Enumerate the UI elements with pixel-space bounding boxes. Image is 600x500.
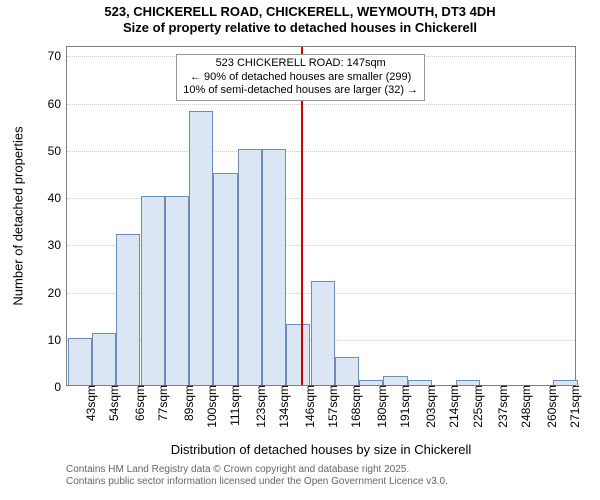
histogram-bar	[262, 149, 286, 385]
x-tick-label: 191sqm	[394, 385, 412, 428]
y-tick-label: 0	[54, 380, 67, 394]
histogram-bar	[189, 111, 213, 385]
histogram-bar	[141, 196, 165, 385]
x-tick-label: 89sqm	[178, 385, 196, 421]
histogram-bar	[213, 173, 237, 386]
gridline	[67, 104, 575, 105]
x-tick-label: 43sqm	[80, 385, 98, 421]
histogram-bar	[116, 234, 140, 385]
x-tick-label: 54sqm	[103, 385, 121, 421]
chart-container: 523, CHICKERELL ROAD, CHICKERELL, WEYMOU…	[0, 0, 600, 500]
histogram-bar	[383, 376, 407, 385]
y-tick-label: 60	[48, 97, 67, 111]
x-tick-label: 260sqm	[541, 385, 559, 428]
y-tick-label: 70	[48, 49, 67, 63]
footer-line-2: Contains public sector information licen…	[66, 476, 448, 488]
x-tick-label: 168sqm	[345, 385, 363, 428]
x-tick-label: 146sqm	[299, 385, 317, 428]
x-tick-label: 134sqm	[273, 385, 291, 428]
x-tick-label: 180sqm	[371, 385, 389, 428]
title-line-2: Size of property relative to detached ho…	[0, 20, 600, 36]
histogram-bar	[238, 149, 262, 385]
y-axis-label: Number of detached properties	[11, 126, 26, 305]
annotation-box: 523 CHICKERELL ROAD: 147sqm← 90% of deta…	[176, 54, 425, 101]
histogram-bar	[335, 357, 359, 385]
footer-attribution: Contains HM Land Registry data © Crown c…	[66, 464, 448, 488]
gridline	[67, 151, 575, 152]
y-tick-label: 40	[48, 191, 67, 205]
histogram-bar	[311, 281, 335, 385]
histogram-bar	[286, 324, 310, 385]
x-tick-label: 225sqm	[467, 385, 485, 428]
plot-area: 01020304050607043sqm54sqm66sqm77sqm89sqm…	[66, 46, 576, 386]
annot-line-1: 523 CHICKERELL ROAD: 147sqm	[183, 57, 418, 71]
x-tick-label: 237sqm	[492, 385, 510, 428]
x-tick-label: 77sqm	[152, 385, 170, 421]
x-tick-label: 157sqm	[322, 385, 340, 428]
x-tick-label: 66sqm	[129, 385, 147, 421]
y-tick-label: 10	[48, 333, 67, 347]
chart-title: 523, CHICKERELL ROAD, CHICKERELL, WEYMOU…	[0, 4, 600, 35]
annot-line-3: 10% of semi-detached houses are larger (…	[183, 84, 418, 98]
y-tick-label: 20	[48, 286, 67, 300]
x-tick-label: 100sqm	[201, 385, 219, 428]
footer-line-1: Contains HM Land Registry data © Crown c…	[66, 464, 448, 476]
y-tick-label: 50	[48, 144, 67, 158]
x-tick-label: 111sqm	[224, 385, 242, 426]
x-tick-label: 214sqm	[443, 385, 461, 428]
histogram-bar	[165, 196, 189, 385]
x-tick-label: 248sqm	[515, 385, 533, 428]
x-tick-label: 203sqm	[420, 385, 438, 428]
title-line-1: 523, CHICKERELL ROAD, CHICKERELL, WEYMOU…	[0, 4, 600, 20]
y-tick-label: 30	[48, 238, 67, 252]
histogram-bar	[92, 333, 116, 385]
x-axis-label: Distribution of detached houses by size …	[171, 442, 472, 457]
histogram-bar	[68, 338, 92, 385]
annot-line-2: ← 90% of detached houses are smaller (29…	[183, 71, 418, 85]
x-tick-label: 271sqm	[564, 385, 582, 428]
x-tick-label: 123sqm	[250, 385, 268, 428]
